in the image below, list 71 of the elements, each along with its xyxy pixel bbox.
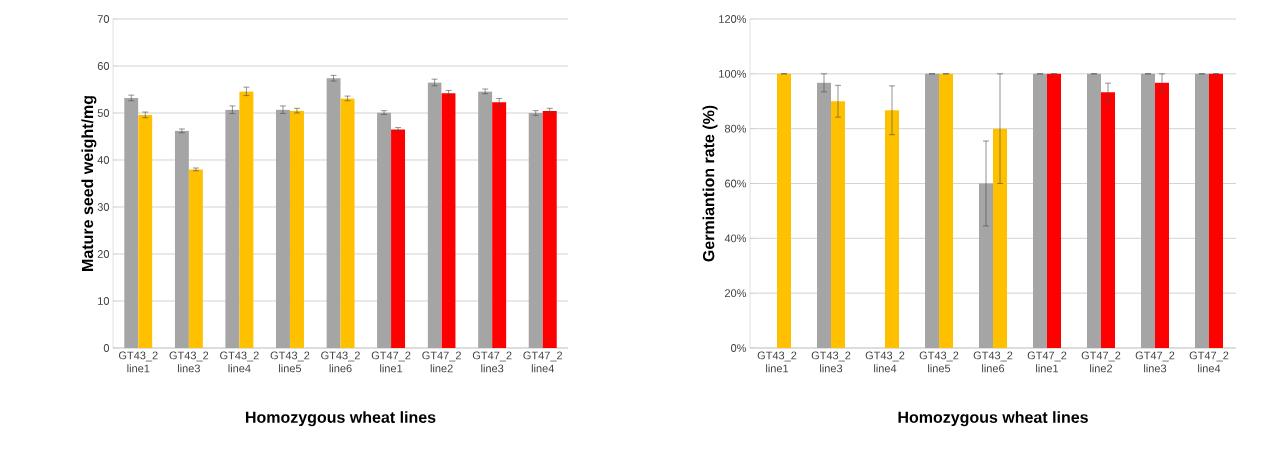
y-tick-label: 20 xyxy=(97,250,110,258)
x-axis-title: Homozygous wheat lines xyxy=(246,411,436,427)
bar xyxy=(939,73,953,348)
x-tick-label: GT47_2 line1 xyxy=(371,351,411,373)
bar xyxy=(289,110,304,348)
bar xyxy=(326,78,341,348)
x-tick-label: GT43_2 line3 xyxy=(811,351,851,373)
y-tick-label: 0 xyxy=(103,344,110,352)
bar xyxy=(817,82,832,348)
x-tick-label: GT43_2 line3 xyxy=(169,351,209,373)
bar xyxy=(831,101,845,348)
y-tick-label: 80% xyxy=(724,124,747,133)
bar xyxy=(124,97,139,348)
bar xyxy=(925,73,939,348)
y-tick-label: 0% xyxy=(731,344,747,352)
x-tick-label: GT43_2 line4 xyxy=(220,351,259,373)
bar xyxy=(377,112,392,348)
bar xyxy=(1087,73,1101,348)
bar xyxy=(528,113,543,348)
x-tick-label: GT43_2 line4 xyxy=(865,351,905,373)
x-axis-title: Homozygous wheat lines xyxy=(898,411,1088,427)
x-tick-label: GT47_2 line3 xyxy=(1135,351,1175,373)
bar xyxy=(1047,73,1061,348)
y-tick-label: 20% xyxy=(725,289,747,298)
y-axis-title: Germiantion rate (%) xyxy=(702,105,718,262)
y-tick-label: 100% xyxy=(719,69,747,78)
bar xyxy=(777,73,792,348)
bar xyxy=(1155,82,1169,348)
x-tick-label: GT47_2 line2 xyxy=(1081,351,1121,373)
bar xyxy=(340,98,355,348)
bar xyxy=(1101,92,1115,348)
bar xyxy=(441,93,456,348)
y-tick-label: 70 xyxy=(97,15,110,23)
bar xyxy=(492,102,507,348)
bar xyxy=(174,130,189,348)
y-tick-label: 40% xyxy=(724,234,747,243)
y-tick-label: 50 xyxy=(97,109,110,117)
x-tick-label: GT47_2 line4 xyxy=(523,351,563,373)
x-tick-label: GT43_2 line6 xyxy=(973,351,1013,373)
x-tick-label: GT43_2 line1 xyxy=(757,351,797,373)
bar xyxy=(885,110,900,348)
bar xyxy=(478,91,493,348)
bar xyxy=(138,114,153,348)
x-tick-label: GT43_2 line1 xyxy=(118,351,158,373)
x-tick-label: GT43_2 line5 xyxy=(919,351,959,373)
x-tick-label: GT47_2 line3 xyxy=(472,351,512,373)
y-tick-label: 40 xyxy=(97,156,110,164)
bar xyxy=(1208,73,1223,348)
bar xyxy=(275,109,290,348)
y-tick-label: 60 xyxy=(97,62,110,70)
bar xyxy=(993,128,1007,348)
bar xyxy=(427,82,442,348)
bar xyxy=(1141,73,1155,348)
bar xyxy=(979,183,993,348)
x-tick-label: GT47_2 line4 xyxy=(1189,351,1229,373)
y-tick-label: 120% xyxy=(719,15,747,23)
y-tick-label: 30 xyxy=(97,203,110,211)
bar xyxy=(1194,73,1209,348)
bar xyxy=(239,91,254,348)
bar xyxy=(188,169,203,348)
bar xyxy=(391,129,406,348)
bar xyxy=(1033,73,1047,348)
bar xyxy=(542,111,557,348)
y-tick-label: 10 xyxy=(98,297,110,305)
x-tick-label: GT47_2 line2 xyxy=(422,351,461,373)
y-tick-label: 60% xyxy=(725,179,747,188)
y-axis-title: Mature seed weight/mg xyxy=(81,96,97,271)
x-tick-label: GT43_2 line5 xyxy=(270,351,310,373)
bar xyxy=(225,109,240,348)
x-tick-label: GT47_2 line1 xyxy=(1027,351,1067,373)
x-tick-label: GT43_2 line6 xyxy=(321,351,360,373)
